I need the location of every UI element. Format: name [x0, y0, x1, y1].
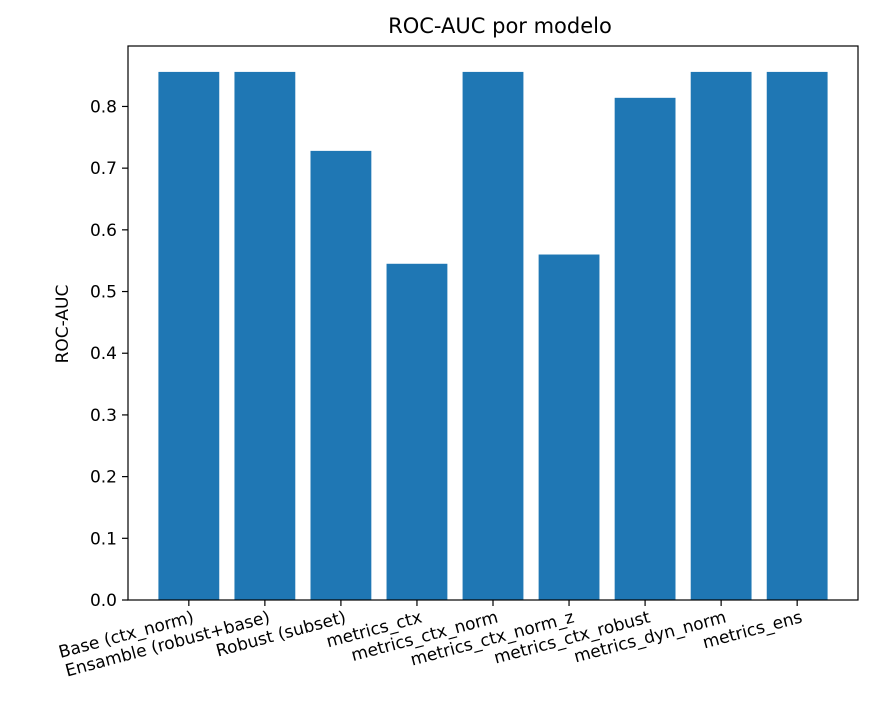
bar: [766, 71, 828, 601]
y-axis-ticks: 0.0 0.1 0.2 0.3 0.4 0.5 0.6 0.7 0.8: [90, 97, 128, 611]
plot-frame: [127, 45, 859, 601]
y-tick-label: 0.3: [90, 406, 117, 426]
y-tick-label: 0.0: [90, 591, 117, 611]
chart-title: ROC-AUC por modelo: [388, 14, 612, 38]
bar: [310, 150, 372, 600]
y-axis-label: ROC-AUC: [53, 285, 73, 364]
y-tick-label: 0.2: [90, 468, 117, 488]
bar: [158, 71, 220, 601]
y-tick-label: 0.4: [90, 344, 117, 364]
y-tick-label: 0.5: [90, 283, 117, 303]
bar: [386, 263, 448, 600]
y-tick-label: 0.1: [90, 529, 117, 549]
y-tick-label: 0.7: [90, 159, 117, 179]
bar: [462, 71, 524, 601]
y-tick-label: 0.6: [90, 221, 117, 241]
plot-area: 0.00.10.20.30.40.50.60.70.8 Base (ctx_no…: [57, 45, 859, 681]
bar: [234, 71, 296, 601]
bars: [158, 71, 828, 601]
bar: [614, 97, 676, 600]
bar: [690, 71, 752, 601]
bar: [538, 254, 600, 600]
y-tick-label: 0.8: [90, 97, 117, 117]
